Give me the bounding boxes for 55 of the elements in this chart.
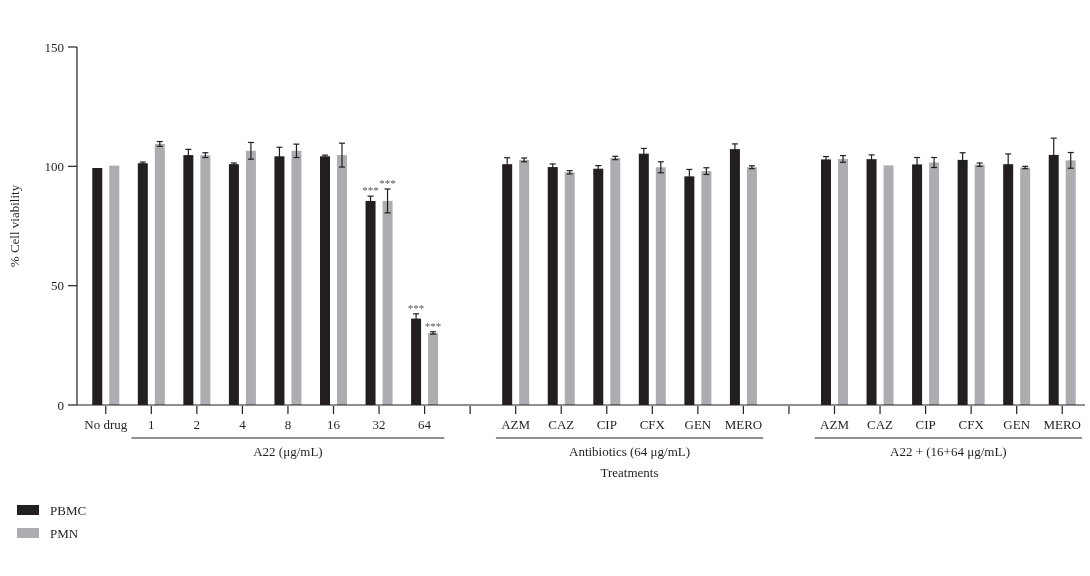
annotation: ***: [362, 184, 379, 197]
bar: [428, 332, 439, 405]
x-tick-label: 1: [148, 417, 155, 432]
x-axis-title: Treatments: [600, 465, 659, 480]
annotation: ***: [379, 177, 396, 190]
bar: [929, 162, 940, 405]
x-tick-label: 4: [239, 417, 247, 432]
bar: [746, 167, 757, 405]
x-tick-label: 16: [327, 417, 341, 432]
y-tick-label: 150: [44, 39, 64, 55]
bar: [655, 167, 666, 405]
x-tick-label: CIP: [596, 417, 617, 432]
bar: [1020, 167, 1031, 405]
bar: [610, 157, 621, 405]
y-tick-label: 0: [57, 397, 64, 413]
x-tick-label: 64: [418, 417, 432, 432]
bar: [337, 155, 347, 405]
bar: [883, 165, 894, 405]
text: A22 + (16+64 μg/mL): [890, 444, 1007, 459]
x-tick-label: CFX: [639, 417, 666, 432]
x-tick-label: CAZ: [867, 417, 894, 432]
x-tick-label: CIP: [915, 417, 936, 432]
x-tick-label: MERO: [1043, 417, 1082, 432]
legend-label: PBMC: [50, 502, 87, 518]
x-tick-label: No drug: [84, 417, 128, 432]
x-tick-label: GEN: [1003, 417, 1031, 432]
bar: [291, 150, 302, 405]
bar: [564, 172, 575, 405]
x-tick-label: GEN: [684, 417, 712, 432]
bar: [701, 171, 712, 405]
x-tick-label: 32: [372, 417, 386, 432]
bar: [974, 164, 985, 405]
x-tick-label: 8: [284, 417, 292, 432]
bar: [382, 200, 393, 405]
y-axis-title: % Cell viability: [7, 184, 22, 268]
bar: [154, 143, 165, 405]
bar: [245, 150, 256, 405]
text: Antibiotics (64 μg/mL): [569, 444, 691, 459]
y-tick-label: 100: [44, 158, 64, 174]
bar: [200, 155, 211, 405]
x-tick-label: CAZ: [548, 417, 575, 432]
legend-label: PMN: [50, 525, 79, 541]
text: A22 (μg/mL): [253, 444, 323, 459]
x-tick-label: AZM: [820, 417, 850, 432]
bar: [1065, 160, 1076, 405]
x-tick-label: AZM: [501, 417, 531, 432]
x-tick-label: MERO: [724, 417, 763, 432]
y-tick-label: 50: [51, 278, 64, 294]
bar: [519, 159, 530, 405]
x-tick-label: 2: [193, 417, 201, 432]
bar: [109, 165, 120, 405]
annotation: ***: [424, 319, 442, 332]
annotation: ***: [407, 301, 425, 314]
x-tick-label: CFX: [958, 417, 985, 432]
bar: [838, 158, 848, 405]
